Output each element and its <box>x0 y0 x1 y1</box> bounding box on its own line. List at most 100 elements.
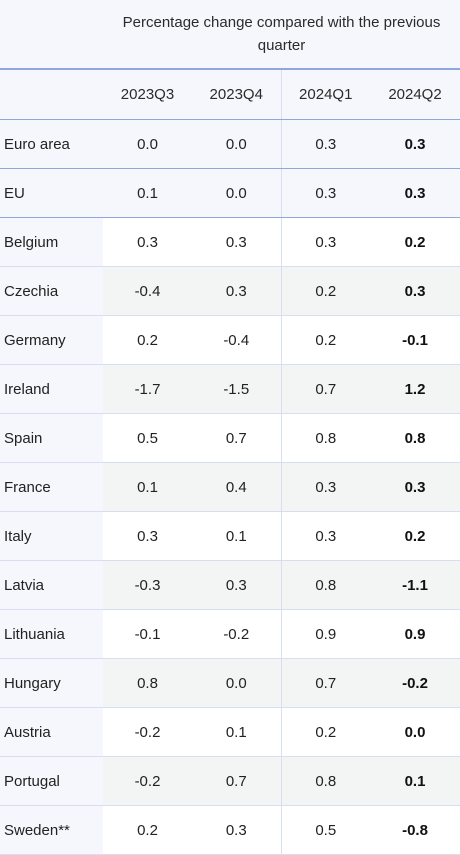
value-cell-2023q4: 0.1 <box>192 707 281 757</box>
value-cell-2023q3: -0.2 <box>103 707 192 757</box>
value-cell-2023q4: -0.4 <box>192 315 281 365</box>
value-cell-2024q1: 0.3 <box>280 119 370 169</box>
value-cell-2023q4: 0.3 <box>192 266 281 316</box>
value-cell-2023q3: -0.3 <box>103 560 192 610</box>
column-header-row: 2023Q3 2023Q4 2024Q1 2024Q2 <box>0 69 460 120</box>
country-cell: Spain <box>0 413 103 463</box>
column-header-2024q1: 2024Q1 <box>280 69 370 120</box>
value-cell-2023q4: 0.3 <box>192 560 281 610</box>
value-cell-2024q1: 0.8 <box>280 756 370 806</box>
value-cell-2024q1: 0.2 <box>280 266 370 316</box>
country-cell: Portugal <box>0 756 103 806</box>
value-cell-2024q1: 0.2 <box>280 315 370 365</box>
value-cell-2024q2: 0.2 <box>370 217 460 267</box>
value-cell-2023q4: 0.3 <box>192 217 281 267</box>
value-cell-2023q3: 0.0 <box>103 119 192 169</box>
value-cell-2023q4: 0.0 <box>192 168 281 218</box>
value-cell-2024q2: 0.9 <box>370 609 460 659</box>
country-cell: Hungary <box>0 658 103 708</box>
country-cell: Latvia <box>0 560 103 610</box>
value-cell-2023q4: -1.5 <box>192 364 281 414</box>
column-header-2023q4: 2023Q4 <box>192 69 281 120</box>
value-cell-2023q3: 0.2 <box>103 315 192 365</box>
table-row: EU 0.1 0.0 0.3 0.3 <box>0 168 460 218</box>
value-cell-2024q2: 0.3 <box>370 168 460 218</box>
table-caption: Percentage change compared with the prev… <box>103 0 460 70</box>
value-cell-2024q1: 0.7 <box>280 658 370 708</box>
table-row: Sweden** 0.2 0.3 0.5 -0.8 <box>0 805 460 855</box>
table-row: Belgium 0.3 0.3 0.3 0.2 <box>0 217 460 267</box>
table-body: Euro area 0.0 0.0 0.3 0.3 EU 0.1 0.0 0.3 0.3 Belgi… <box>0 119 460 855</box>
table-row: Euro area 0.0 0.0 0.3 0.3 <box>0 119 460 169</box>
table-row: France 0.1 0.4 0.3 0.3 <box>0 462 460 512</box>
country-cell: France <box>0 462 103 512</box>
table-row: Latvia -0.3 0.3 0.8 -1.1 <box>0 560 460 610</box>
country-cell: Euro area <box>0 119 103 169</box>
value-cell-2023q4: 0.0 <box>192 658 281 708</box>
country-cell: Germany <box>0 315 103 365</box>
value-cell-2023q3: -0.4 <box>103 266 192 316</box>
column-header-2024q2: 2024Q2 <box>370 69 460 120</box>
table-row: Spain 0.5 0.7 0.8 0.8 <box>0 413 460 463</box>
country-cell: Czechia <box>0 266 103 316</box>
value-cell-2024q2: -0.2 <box>370 658 460 708</box>
value-cell-2024q1: 0.9 <box>280 609 370 659</box>
table-row: Hungary 0.8 0.0 0.7 -0.2 <box>0 658 460 708</box>
value-cell-2023q4: 0.1 <box>192 511 281 561</box>
value-cell-2023q3: -0.2 <box>103 756 192 806</box>
caption-blank-cell <box>0 0 103 70</box>
value-cell-2023q4: 0.3 <box>192 805 281 855</box>
value-cell-2023q3: 0.5 <box>103 413 192 463</box>
value-cell-2024q2: 0.0 <box>370 707 460 757</box>
country-cell: Belgium <box>0 217 103 267</box>
value-cell-2024q2: -0.8 <box>370 805 460 855</box>
value-cell-2024q1: 0.3 <box>280 511 370 561</box>
value-cell-2024q1: 0.8 <box>280 413 370 463</box>
value-cell-2024q2: -0.1 <box>370 315 460 365</box>
table-row: Ireland -1.7 -1.5 0.7 1.2 <box>0 364 460 414</box>
country-column-header <box>0 69 103 120</box>
value-cell-2023q4: 0.7 <box>192 756 281 806</box>
country-cell: Lithuania <box>0 609 103 659</box>
country-cell: Italy <box>0 511 103 561</box>
country-cell: Ireland <box>0 364 103 414</box>
table-row: Italy 0.3 0.1 0.3 0.2 <box>0 511 460 561</box>
value-cell-2024q1: 0.3 <box>280 462 370 512</box>
value-cell-2024q2: 0.1 <box>370 756 460 806</box>
value-cell-2024q1: 0.3 <box>280 217 370 267</box>
value-cell-2023q4: 0.7 <box>192 413 281 463</box>
value-cell-2024q1: 0.7 <box>280 364 370 414</box>
value-cell-2023q3: 0.2 <box>103 805 192 855</box>
value-cell-2024q2: 0.3 <box>370 119 460 169</box>
value-cell-2023q3: 0.1 <box>103 168 192 218</box>
country-cell: Austria <box>0 707 103 757</box>
value-cell-2024q1: 0.5 <box>280 805 370 855</box>
value-cell-2024q2: -1.1 <box>370 560 460 610</box>
value-cell-2023q3: -1.7 <box>103 364 192 414</box>
country-cell: Sweden** <box>0 805 103 855</box>
value-cell-2024q2: 0.3 <box>370 266 460 316</box>
value-cell-2023q4: 0.4 <box>192 462 281 512</box>
value-cell-2023q3: 0.1 <box>103 462 192 512</box>
value-cell-2024q2: 0.3 <box>370 462 460 512</box>
table-row: Germany 0.2 -0.4 0.2 -0.1 <box>0 315 460 365</box>
value-cell-2024q2: 1.2 <box>370 364 460 414</box>
table-row: Czechia -0.4 0.3 0.2 0.3 <box>0 266 460 316</box>
value-cell-2023q3: 0.8 <box>103 658 192 708</box>
value-cell-2023q3: 0.3 <box>103 511 192 561</box>
value-cell-2023q4: -0.2 <box>192 609 281 659</box>
value-cell-2024q2: 0.8 <box>370 413 460 463</box>
country-cell: EU <box>0 168 103 218</box>
value-cell-2024q1: 0.8 <box>280 560 370 610</box>
value-cell-2024q1: 0.3 <box>280 168 370 218</box>
column-header-2023q3: 2023Q3 <box>103 69 192 120</box>
table-row: Portugal -0.2 0.7 0.8 0.1 <box>0 756 460 806</box>
value-cell-2024q1: 0.2 <box>280 707 370 757</box>
caption-row: Percentage change compared with the prev… <box>0 0 460 70</box>
value-cell-2023q3: 0.3 <box>103 217 192 267</box>
table-row: Lithuania -0.1 -0.2 0.9 0.9 <box>0 609 460 659</box>
value-cell-2023q3: -0.1 <box>103 609 192 659</box>
value-cell-2023q4: 0.0 <box>192 119 281 169</box>
